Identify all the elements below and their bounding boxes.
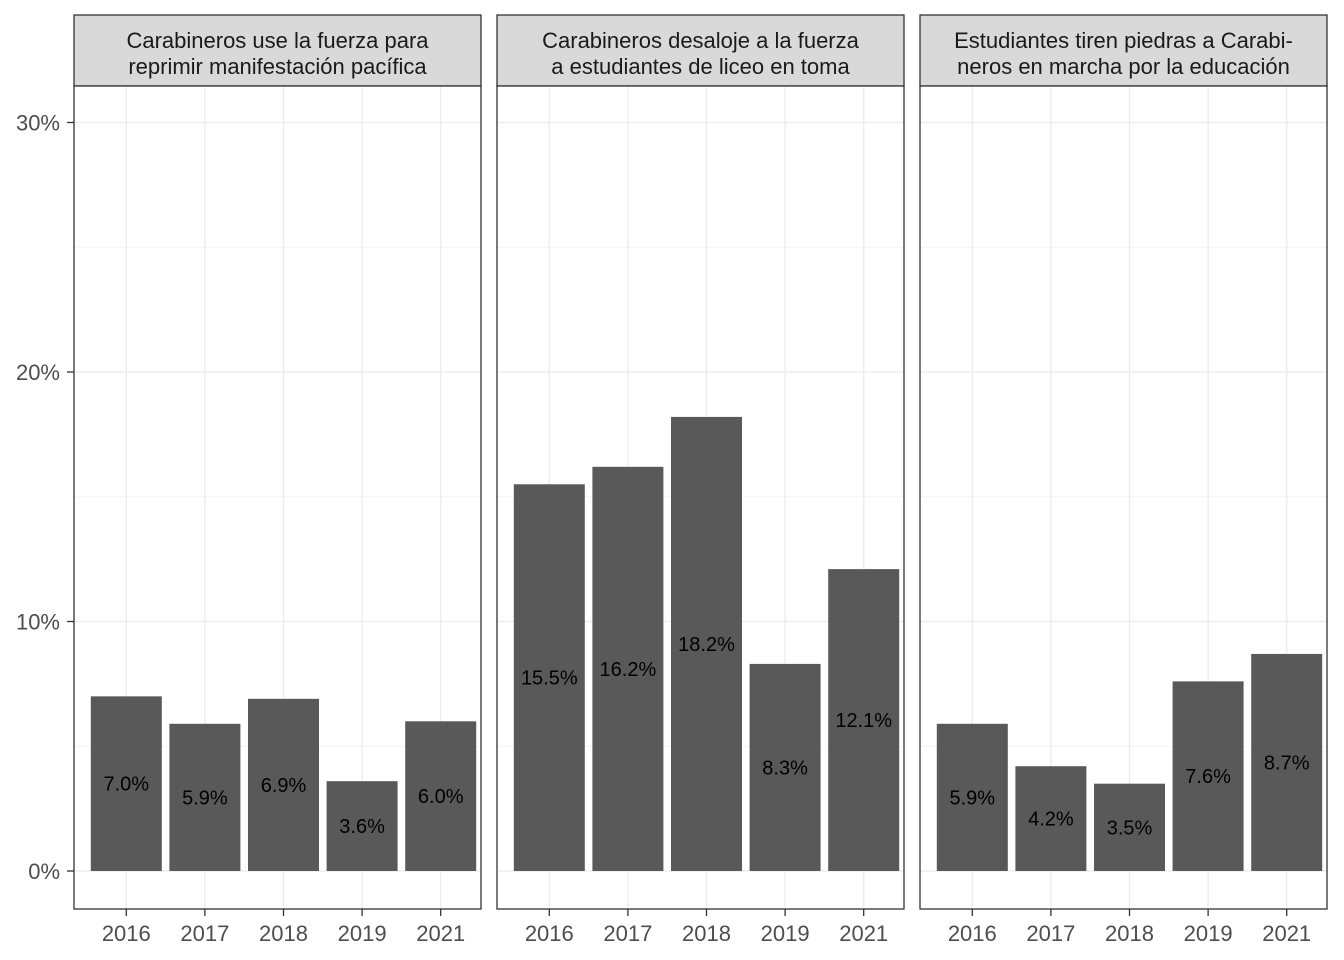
x-tick-label: 2019 [338, 921, 387, 946]
x-tick-label: 2018 [1105, 921, 1154, 946]
bar-value-label: 7.0% [104, 774, 150, 796]
bar [1172, 681, 1244, 871]
facet-title: neros en marcha por la educación [957, 54, 1290, 79]
x-tick-label: 2018 [259, 921, 308, 946]
y-tick-label: 30% [16, 111, 60, 136]
y-tick-label: 10% [16, 610, 60, 635]
facet-title: Estudiantes tiren piedras a Carabi- [954, 28, 1293, 53]
x-tick-label: 2021 [1262, 921, 1311, 946]
x-tick-label: 2016 [102, 921, 151, 946]
bar [1094, 783, 1165, 871]
bar [936, 723, 1008, 871]
bar-value-label: 8.3% [762, 757, 808, 779]
x-tick-label: 2016 [948, 921, 997, 946]
x-tick-label: 2017 [180, 921, 229, 946]
facet-title: a estudiantes de liceo en toma [551, 54, 850, 79]
y-axis: 0% 10% 20% 30% [16, 111, 74, 884]
x-tick-label: 2019 [1184, 921, 1233, 946]
x-tick-label: 2021 [416, 921, 465, 946]
bar [90, 696, 162, 871]
bar [592, 466, 664, 871]
bar-value-label: 15.5% [521, 668, 578, 690]
bar [671, 416, 742, 871]
bar-value-label: 4.2% [1028, 809, 1074, 831]
panel-border [496, 85, 905, 910]
bar [513, 484, 585, 871]
x-tick-label: 2018 [682, 921, 731, 946]
facet-strip [496, 14, 905, 87]
bar-value-label: 18.2% [678, 634, 735, 656]
x-tick-label: 2019 [761, 921, 810, 946]
bar-value-label: 6.0% [418, 786, 464, 808]
bar [1251, 653, 1323, 871]
bar-value-label: 5.9% [950, 787, 996, 809]
facet-strip [73, 14, 482, 87]
x-tick-label: 2021 [839, 921, 888, 946]
bar-value-label: 12.1% [835, 710, 892, 732]
bar-value-label: 3.6% [339, 816, 385, 838]
y-tick-label: 0% [28, 859, 60, 884]
bar [1015, 766, 1087, 871]
facet-panel: Estudiantes tiren piedras a Carabi-neros… [919, 14, 1328, 946]
bar [828, 569, 900, 871]
panel-border [73, 85, 482, 910]
bar [749, 663, 821, 871]
facet-title: reprimir manifestación pacífica [128, 54, 427, 79]
x-tick-label: 2017 [603, 921, 652, 946]
panel-border [919, 85, 1328, 910]
bar [405, 721, 477, 871]
bar-value-label: 8.7% [1264, 752, 1310, 774]
y-tick-label: 20% [16, 360, 60, 385]
bar [326, 781, 398, 871]
bar-value-label: 16.2% [600, 659, 657, 681]
bar [169, 723, 241, 871]
bar [248, 698, 319, 871]
bar-value-label: 3.5% [1107, 817, 1153, 839]
bar-value-label: 6.9% [261, 775, 307, 797]
x-tick-label: 2016 [525, 921, 574, 946]
facet-title: Carabineros use la fuerza para [126, 28, 429, 53]
facet-title: Carabineros desaloje a la fuerza [542, 28, 860, 53]
bar-value-label: 5.9% [182, 787, 228, 809]
facet-strip [919, 14, 1328, 87]
bar-value-label: 7.6% [1185, 766, 1231, 788]
x-tick-label: 2017 [1026, 921, 1075, 946]
